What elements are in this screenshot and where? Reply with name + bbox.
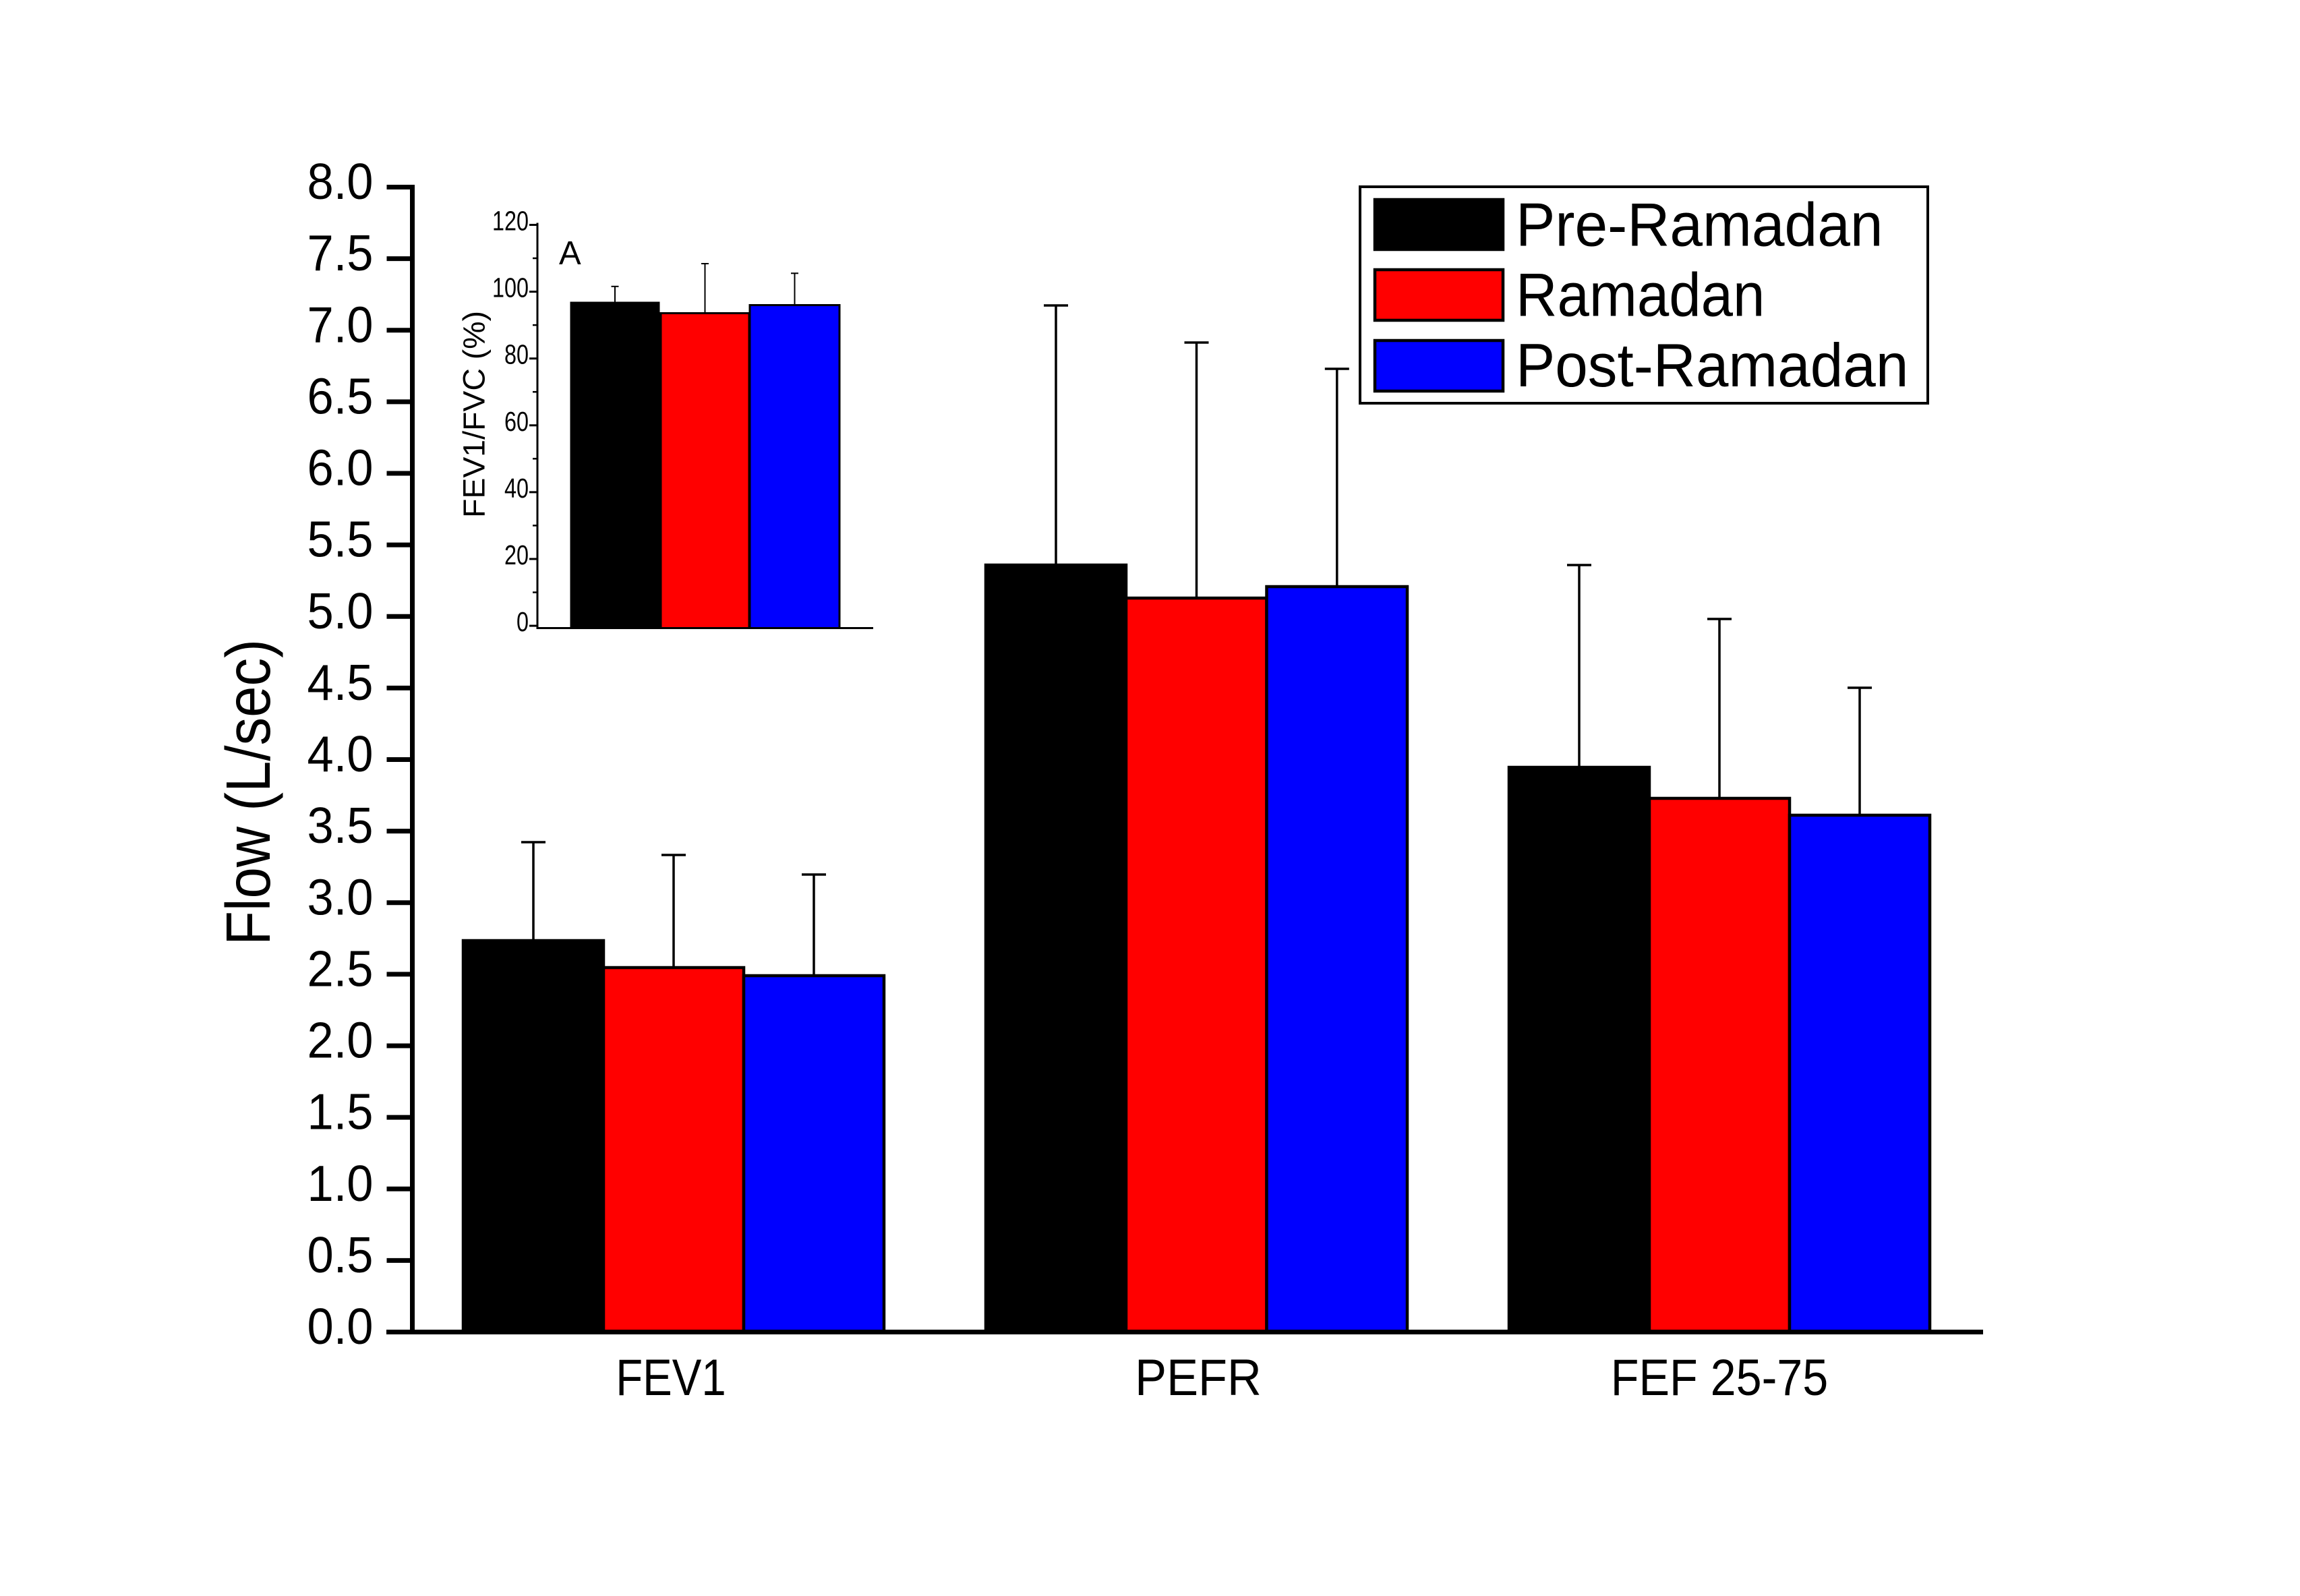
svg-text:Ramadan: Ramadan xyxy=(1516,262,1765,330)
svg-text:2.0: 2.0 xyxy=(307,1012,374,1069)
svg-text:0.5: 0.5 xyxy=(307,1226,374,1283)
svg-text:Post-Ramadan: Post-Ramadan xyxy=(1516,332,1908,400)
svg-text:7.5: 7.5 xyxy=(307,225,374,281)
svg-text:1.0: 1.0 xyxy=(307,1155,374,1212)
svg-text:1.5: 1.5 xyxy=(307,1084,374,1140)
svg-text:5.5: 5.5 xyxy=(307,511,374,568)
svg-text:3.0: 3.0 xyxy=(307,868,374,925)
svg-text:7.0: 7.0 xyxy=(307,296,374,353)
svg-text:A: A xyxy=(559,235,581,272)
svg-text:20: 20 xyxy=(504,539,529,570)
svg-text:40: 40 xyxy=(504,473,529,504)
svg-text:6.5: 6.5 xyxy=(307,367,374,424)
svg-text:60: 60 xyxy=(504,406,529,437)
svg-text:80: 80 xyxy=(504,339,529,370)
svg-text:4.0: 4.0 xyxy=(307,726,374,782)
svg-text:5.0: 5.0 xyxy=(307,583,374,639)
svg-text:Flow (L/sec): Flow (L/sec) xyxy=(213,639,283,945)
svg-text:2.5: 2.5 xyxy=(307,940,374,997)
svg-text:4.5: 4.5 xyxy=(307,654,374,711)
svg-text:FEV1: FEV1 xyxy=(616,1349,726,1407)
svg-text:6.0: 6.0 xyxy=(307,440,374,496)
svg-text:8.0: 8.0 xyxy=(307,153,374,210)
svg-text:FEF 25-75: FEF 25-75 xyxy=(1611,1349,1829,1407)
svg-text:0.0: 0.0 xyxy=(307,1298,374,1355)
svg-text:Pre-Ramadan: Pre-Ramadan xyxy=(1516,191,1883,260)
svg-text:100: 100 xyxy=(492,272,529,303)
svg-text:120: 120 xyxy=(492,206,529,237)
svg-text:PEFR: PEFR xyxy=(1135,1349,1262,1407)
svg-text:0: 0 xyxy=(517,606,529,637)
svg-text:FEV1/FVC (%): FEV1/FVC (%) xyxy=(457,311,492,518)
svg-text:3.5: 3.5 xyxy=(307,797,374,854)
